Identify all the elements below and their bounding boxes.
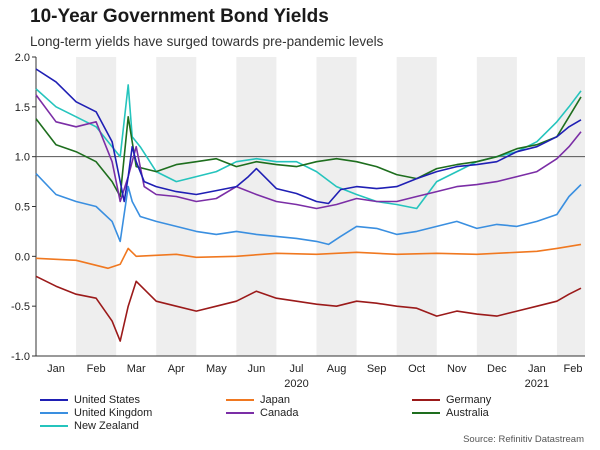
- chart-subtitle: Long-term yields have surged towards pre…: [30, 34, 384, 49]
- legend-label-us: United States: [74, 394, 141, 406]
- legend-swatch-us: [40, 399, 68, 401]
- series-line-australia: [35, 96, 582, 198]
- legend-item-japan: Japan: [226, 394, 290, 406]
- y-tick-label-6: 2.0: [15, 52, 30, 64]
- x-month-label-13: Feb: [563, 363, 582, 375]
- x-month-label-2: Mar: [127, 363, 146, 375]
- month-band-1: [156, 57, 197, 356]
- x-month-label-9: Oct: [408, 363, 425, 375]
- month-band-2: [236, 57, 277, 356]
- month-band-5: [476, 57, 517, 356]
- x-month-label-12: Jan: [528, 363, 546, 375]
- chart-title: 10-Year Government Bond Yields: [30, 6, 329, 27]
- source-note: Source: Refinitiv Datastream: [463, 434, 584, 445]
- y-tick-label-5: 1.5: [15, 102, 30, 114]
- legend-label-australia: Australia: [446, 407, 489, 419]
- x-month-label-0: Jan: [47, 363, 65, 375]
- x-month-label-3: Apr: [168, 363, 185, 375]
- legend-label-canada: Canada: [260, 407, 299, 419]
- legend-swatch-australia: [412, 412, 440, 414]
- legend-item-uk: United Kingdom: [40, 407, 152, 419]
- legend-swatch-japan: [226, 399, 254, 401]
- y-tick-label-1: -0.5: [11, 301, 30, 313]
- legend-label-germany: Germany: [446, 394, 492, 406]
- legend-swatch-germany: [412, 399, 440, 401]
- series-line-japan: [35, 243, 582, 270]
- month-band-6: [556, 57, 585, 356]
- legend-item-nz: New Zealand: [40, 420, 139, 432]
- legend-swatch-nz: [40, 425, 68, 427]
- legend-swatch-canada: [226, 412, 254, 414]
- x-month-label-1: Feb: [87, 363, 106, 375]
- y-tick-label-2: 0.0: [15, 251, 30, 263]
- y-tick-label-3: 0.5: [15, 202, 30, 214]
- series-line-uk: [35, 173, 582, 246]
- x-month-label-7: Aug: [327, 363, 347, 375]
- bond-yield-chart: -1.0 -0.5 0.0 0.5 1.0 1.5 2.0 Jan Feb Mar Apr May Ju…: [11, 52, 585, 390]
- series-line-canada: [35, 94, 582, 210]
- legend-item-australia: Australia: [412, 407, 489, 419]
- legend-label-japan: Japan: [260, 394, 290, 406]
- x-year-label-1: 2021: [525, 378, 549, 390]
- x-year-label-0: 2020: [284, 378, 308, 390]
- legend-item-us: United States: [40, 394, 140, 406]
- x-month-label-11: Dec: [487, 363, 507, 375]
- legend-item-canada: Canada: [226, 407, 299, 419]
- series-line-germany: [35, 275, 582, 342]
- x-month-label-8: Sep: [367, 363, 387, 375]
- y-tick-label-0: -1.0: [11, 351, 30, 363]
- x-month-label-4: May: [206, 363, 227, 375]
- x-month-label-10: Nov: [447, 363, 467, 375]
- x-month-label-6: Jul: [289, 363, 303, 375]
- series-line-us: [35, 68, 582, 205]
- legend-label-nz: New Zealand: [74, 420, 139, 432]
- legend-label-uk: United Kingdom: [74, 407, 153, 419]
- x-month-label-5: Jun: [248, 363, 266, 375]
- legend-swatch-uk: [40, 412, 68, 414]
- y-tick-label-4: 1.0: [15, 152, 30, 164]
- legend-item-germany: Germany: [412, 394, 491, 406]
